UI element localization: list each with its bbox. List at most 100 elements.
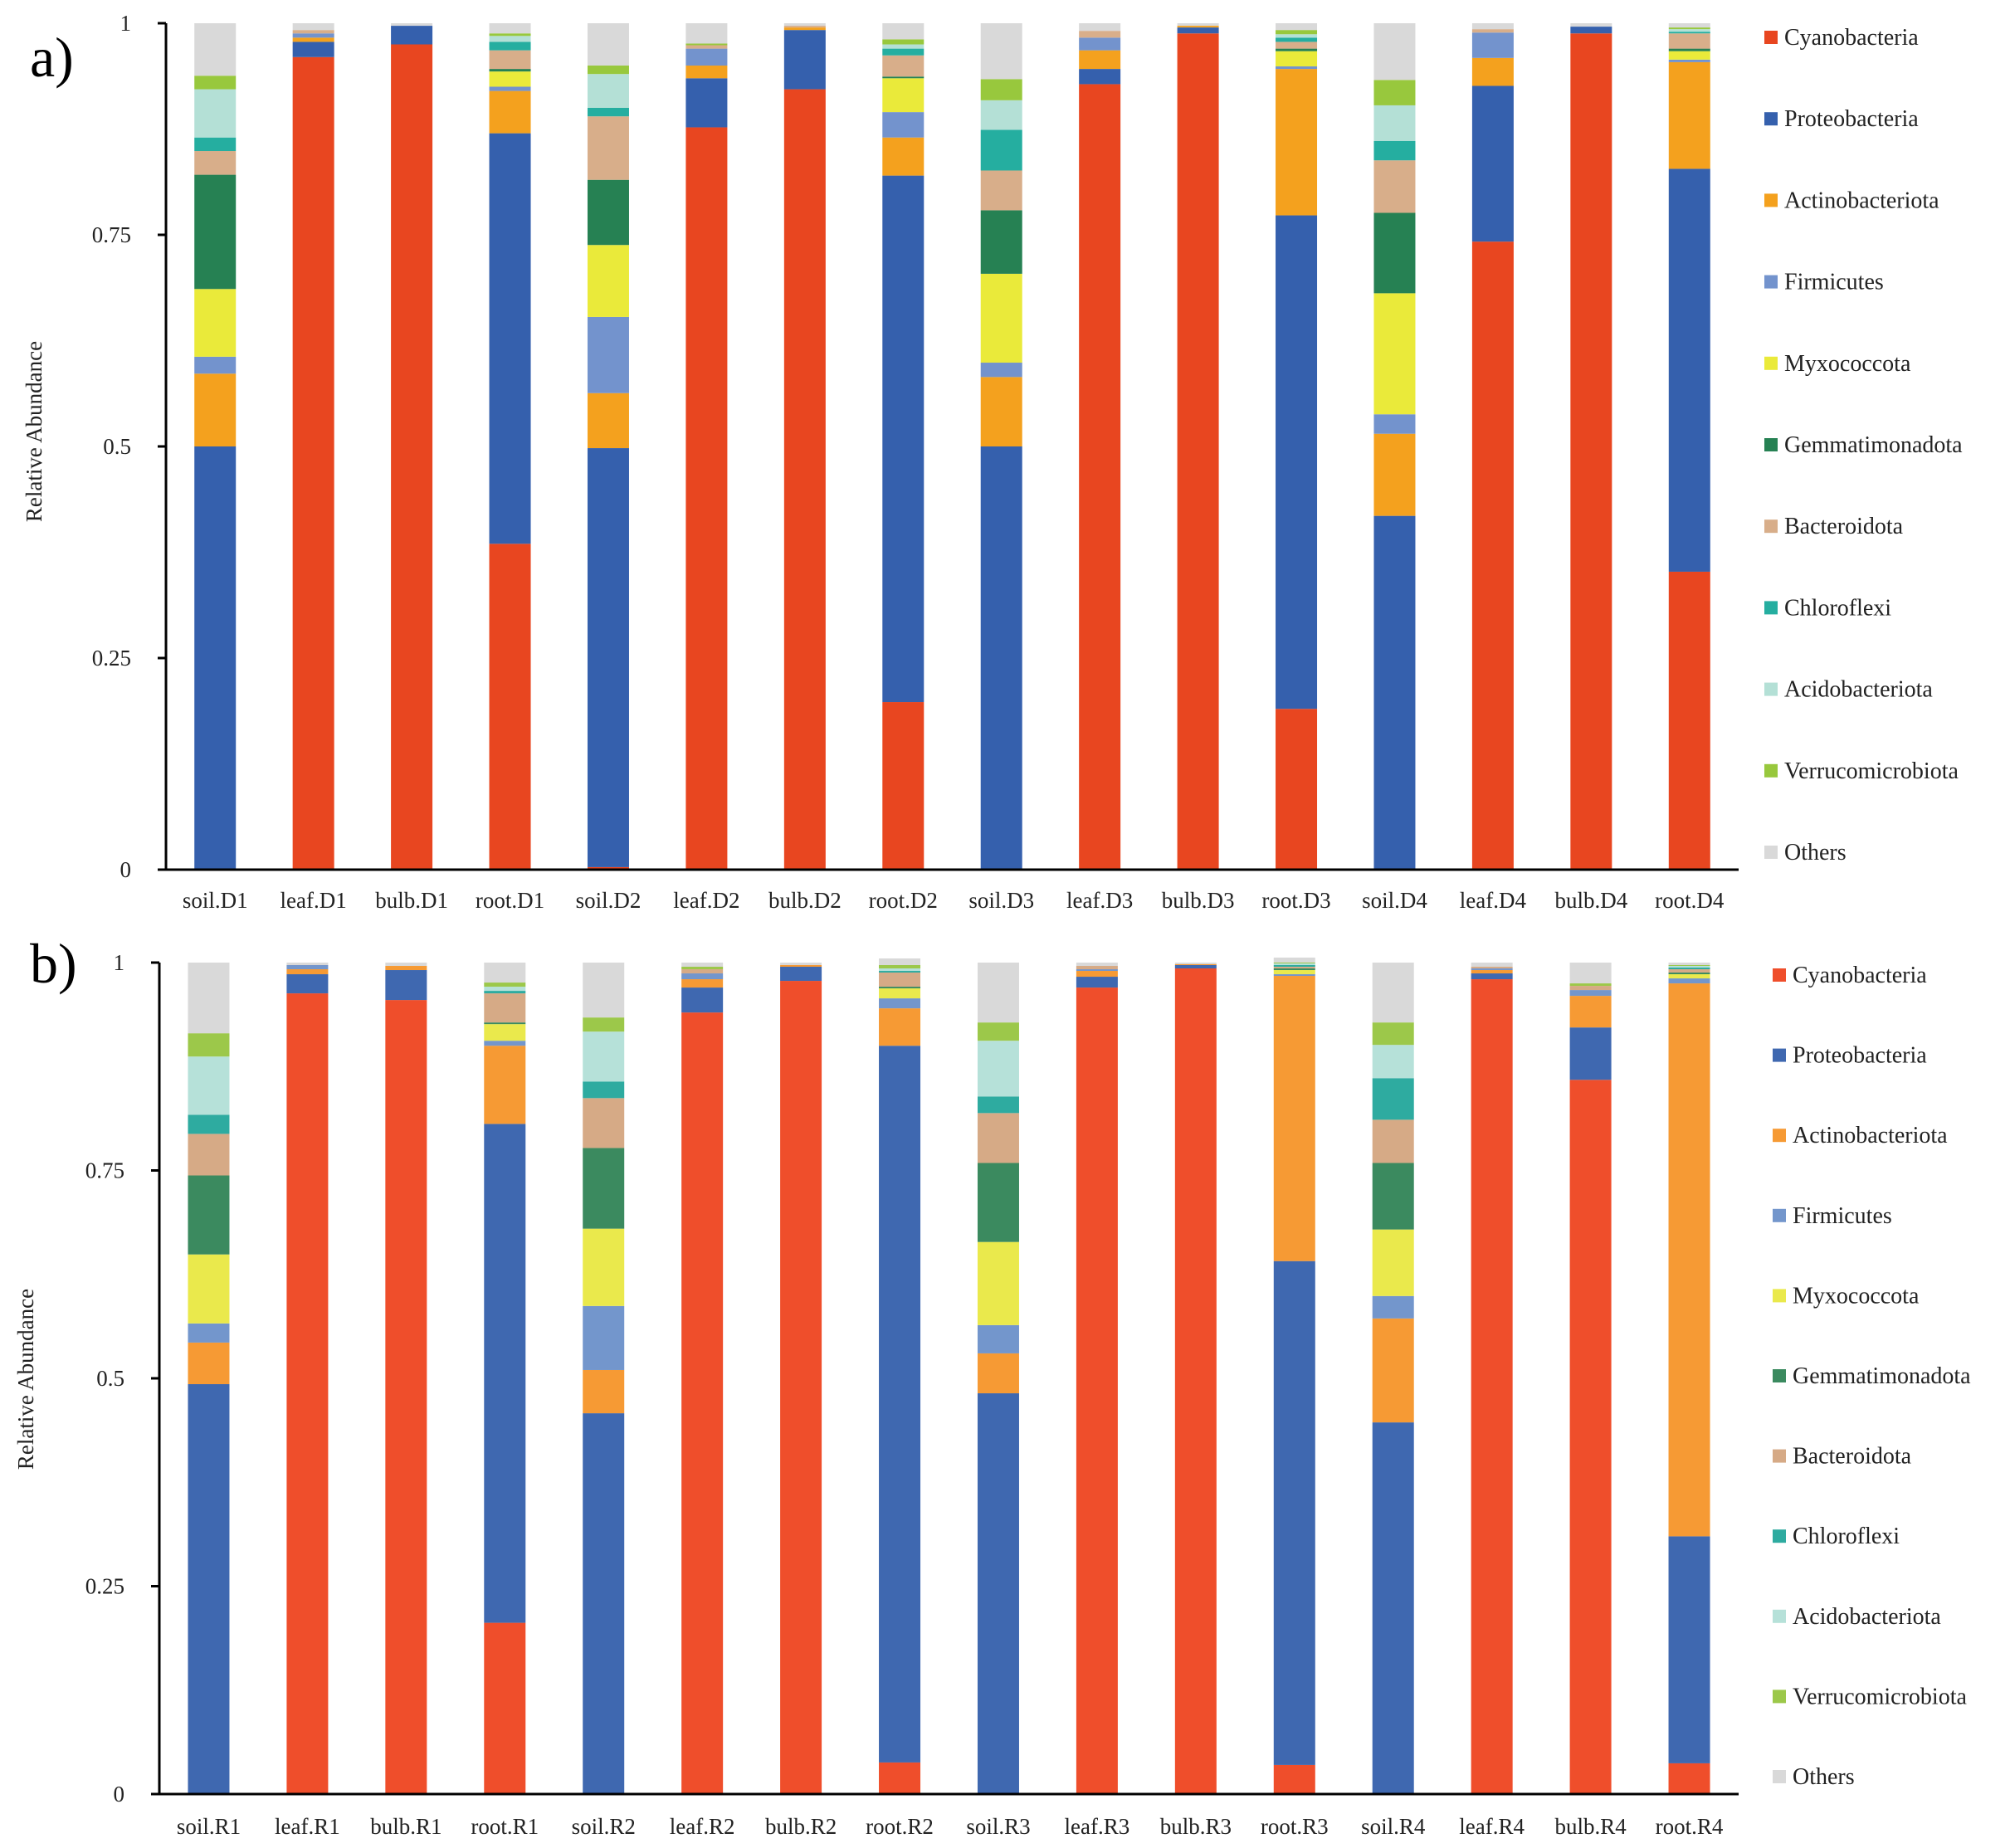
y-tick-label: 1 bbox=[114, 950, 125, 975]
bar-segment-soil-r4-chloroflexi bbox=[1372, 1078, 1414, 1120]
panel-b: b) Relative Abundance soil.R1 leaf.R1 bulb… bbox=[13, 932, 1971, 1839]
bar-segment-root-r3-myxococcota bbox=[1273, 970, 1315, 975]
x-tick-label-bulb-r4: bulb.R4 bbox=[1554, 1814, 1627, 1839]
bar-segment-root-d3-gemmatimonadota bbox=[1276, 48, 1318, 51]
bar-segment-soil-r2-chloroflexi bbox=[583, 1081, 625, 1099]
bar-segment-soil-r4-gemmatimonadota bbox=[1372, 1163, 1414, 1230]
x-tick-label-soil-r4: soil.R4 bbox=[1361, 1814, 1426, 1839]
bar-segment-bulb-r3-proteobacteria bbox=[1174, 965, 1217, 969]
legend-label-myxococcota: Myxococcota bbox=[1793, 1283, 1920, 1309]
bar-segment-root-d1-gemmatimonadota bbox=[489, 69, 531, 72]
bar-segment-root-d1-acidobacteriota bbox=[489, 36, 531, 42]
bar-segment-bulb-r4-firmicutes bbox=[1569, 990, 1612, 997]
bar-segment-soil-d4-proteobacteria bbox=[1373, 515, 1416, 870]
bar-segment-soil-d3-chloroflexi bbox=[980, 129, 1022, 171]
legend-swatch-gemmatimonadota bbox=[1773, 1369, 1786, 1382]
bar-segment-root-r1-proteobacteria bbox=[484, 1124, 526, 1623]
bar-segment-bulb-d2-actinobacteriota bbox=[783, 27, 826, 31]
bar-segment-bulb-d3-cyanobacteria bbox=[1177, 33, 1219, 870]
bar-segment-bulb-r4-verrucomicrobiota bbox=[1569, 983, 1612, 987]
bar-segment-soil-d4-bacteroidota bbox=[1373, 160, 1416, 213]
bar-segment-soil-d3-proteobacteria bbox=[980, 446, 1022, 870]
legend-swatch-bacteroidota bbox=[1764, 519, 1778, 534]
bar-segment-soil-r1-chloroflexi bbox=[188, 1114, 230, 1134]
legend-label-myxococcota: Myxococcota bbox=[1784, 351, 1911, 377]
bar-segment-root-d3-firmicutes bbox=[1276, 66, 1318, 70]
bar-segment-bulb-d2-cyanobacteria bbox=[783, 89, 826, 870]
legend-label-firmicutes: Firmicutes bbox=[1784, 270, 1884, 295]
legend-swatch-cyanobacteria bbox=[1764, 31, 1778, 44]
bar-segment-root-r3-acidobacteriota bbox=[1273, 963, 1315, 966]
bar-segment-bulb-r4-actinobacteriota bbox=[1569, 996, 1612, 1028]
bar-segment-leaf-r2-firmicutes bbox=[681, 973, 724, 980]
bar-segment-root-d3-acidobacteriota bbox=[1276, 34, 1318, 38]
bar-segment-soil-r3-gemmatimonadota bbox=[977, 1163, 1019, 1242]
legend-label-actinobacteriota: Actinobacteriota bbox=[1784, 188, 1939, 213]
y-tick-label: 0.75 bbox=[85, 1158, 124, 1183]
bar-segment-root-d4-acidobacteriota bbox=[1668, 29, 1710, 32]
x-tick-label-root-d3: root.D3 bbox=[1261, 888, 1330, 913]
bar-segment-root-r4-proteobacteria bbox=[1668, 1536, 1710, 1763]
bar-segment-soil-d2-proteobacteria bbox=[587, 448, 629, 867]
bar-segment-root-r1-firmicutes bbox=[484, 1041, 526, 1046]
bar-segment-root-r3-chloroflexi bbox=[1273, 965, 1315, 968]
bar-segment-soil-d4-chloroflexi bbox=[1373, 140, 1416, 161]
legend-label-acidobacteriota: Acidobacteriota bbox=[1793, 1604, 1941, 1630]
y-tick-label: 0.75 bbox=[92, 222, 131, 247]
bar-segment-root-d1-actinobacteriota bbox=[489, 90, 531, 134]
bar-segment-soil-d2-others bbox=[587, 23, 629, 66]
y-tick-label: 0 bbox=[120, 857, 132, 882]
bar-segment-root-d3-proteobacteria bbox=[1276, 215, 1318, 709]
bar-segment-bulb-r1-actinobacteriota bbox=[385, 966, 427, 971]
bar-segment-soil-d1-chloroflexi bbox=[194, 137, 237, 152]
legend-swatch-bacteroidota bbox=[1773, 1449, 1786, 1463]
bar-segment-soil-r2-bacteroidota bbox=[583, 1098, 625, 1148]
legend-label-chloroflexi: Chloroflexi bbox=[1784, 595, 1891, 621]
bar-segment-soil-d4-myxococcota bbox=[1373, 293, 1416, 415]
bar-segment-leaf-d4-others bbox=[1471, 23, 1514, 30]
bar-segment-leaf-r1-others bbox=[286, 963, 329, 966]
bar-segment-bulb-d2-proteobacteria bbox=[783, 30, 826, 90]
bar-segment-soil-d1-others bbox=[194, 23, 237, 76]
bar-segment-soil-r1-bacteroidota bbox=[188, 1134, 230, 1176]
bar-segment-soil-d3-others bbox=[980, 23, 1022, 80]
x-tick-label-leaf-d4: leaf.D4 bbox=[1460, 888, 1527, 913]
bar-segment-soil-r4-bacteroidota bbox=[1372, 1119, 1414, 1163]
y-tick-label: 1 bbox=[120, 11, 132, 36]
bar-segment-soil-d3-verrucomicrobiota bbox=[980, 79, 1022, 100]
x-tick-label-soil-d1: soil.D1 bbox=[183, 888, 248, 913]
bar-segment-root-d3-myxococcota bbox=[1276, 51, 1318, 67]
x-tick-label-leaf-r2: leaf.R2 bbox=[670, 1814, 735, 1839]
x-tick-label-leaf-r3: leaf.R3 bbox=[1065, 1814, 1130, 1839]
bar-segment-bulb-r4-others bbox=[1569, 963, 1612, 984]
bar-segment-root-d2-actinobacteriota bbox=[882, 137, 925, 176]
bar-segment-root-r2-others bbox=[879, 958, 921, 966]
x-tick-label-soil-r3: soil.R3 bbox=[966, 1814, 1030, 1839]
legend-swatch-chloroflexi bbox=[1773, 1529, 1786, 1543]
bar-segment-root-r1-cyanobacteria bbox=[484, 1622, 526, 1794]
legend-swatch-firmicutes bbox=[1773, 1208, 1786, 1222]
bar-segment-leaf-r2-bacteroidota bbox=[681, 969, 724, 974]
bar-segment-soil-r1-actinobacteriota bbox=[188, 1342, 230, 1385]
bar-segment-bulb-r4-bacteroidota bbox=[1569, 986, 1612, 991]
bar-segment-bulb-d4-others bbox=[1570, 23, 1612, 27]
bar-segment-leaf-d1-cyanobacteria bbox=[292, 56, 334, 870]
bar-segment-root-d1-firmicutes bbox=[489, 86, 531, 91]
bar-segment-root-d1-proteobacteria bbox=[489, 133, 531, 544]
bar-segment-root-r4-bacteroidota bbox=[1668, 969, 1710, 973]
bar-segment-root-r3-cyanobacteria bbox=[1273, 1764, 1315, 1794]
bar-segment-leaf-r2-actinobacteriota bbox=[681, 979, 724, 988]
bar-segment-leaf-r4-actinobacteriota bbox=[1471, 970, 1513, 974]
panel-a: a) Relative Abundance soil.D1 leaf.D1 bulb… bbox=[22, 11, 1963, 913]
bar-segment-root-r1-chloroflexi bbox=[484, 991, 526, 994]
bar-segment-leaf-d2-verrucomicrobiota bbox=[685, 43, 728, 46]
bar-segment-leaf-r2-others bbox=[681, 963, 724, 968]
bar-segment-root-r1-verrucomicrobiota bbox=[484, 983, 526, 987]
bar-segment-root-d2-gemmatimonadota bbox=[882, 76, 925, 79]
bar-segment-root-d3-verrucomicrobiota bbox=[1276, 30, 1318, 35]
x-tick-label-leaf-d3: leaf.D3 bbox=[1066, 888, 1133, 913]
bar-segment-leaf-d3-bacteroidota bbox=[1079, 31, 1121, 38]
legend-label-cyanobacteria: Cyanobacteria bbox=[1784, 25, 1919, 51]
legend-swatch-actinobacteriota bbox=[1773, 1129, 1786, 1143]
legend-swatch-others bbox=[1773, 1770, 1786, 1783]
